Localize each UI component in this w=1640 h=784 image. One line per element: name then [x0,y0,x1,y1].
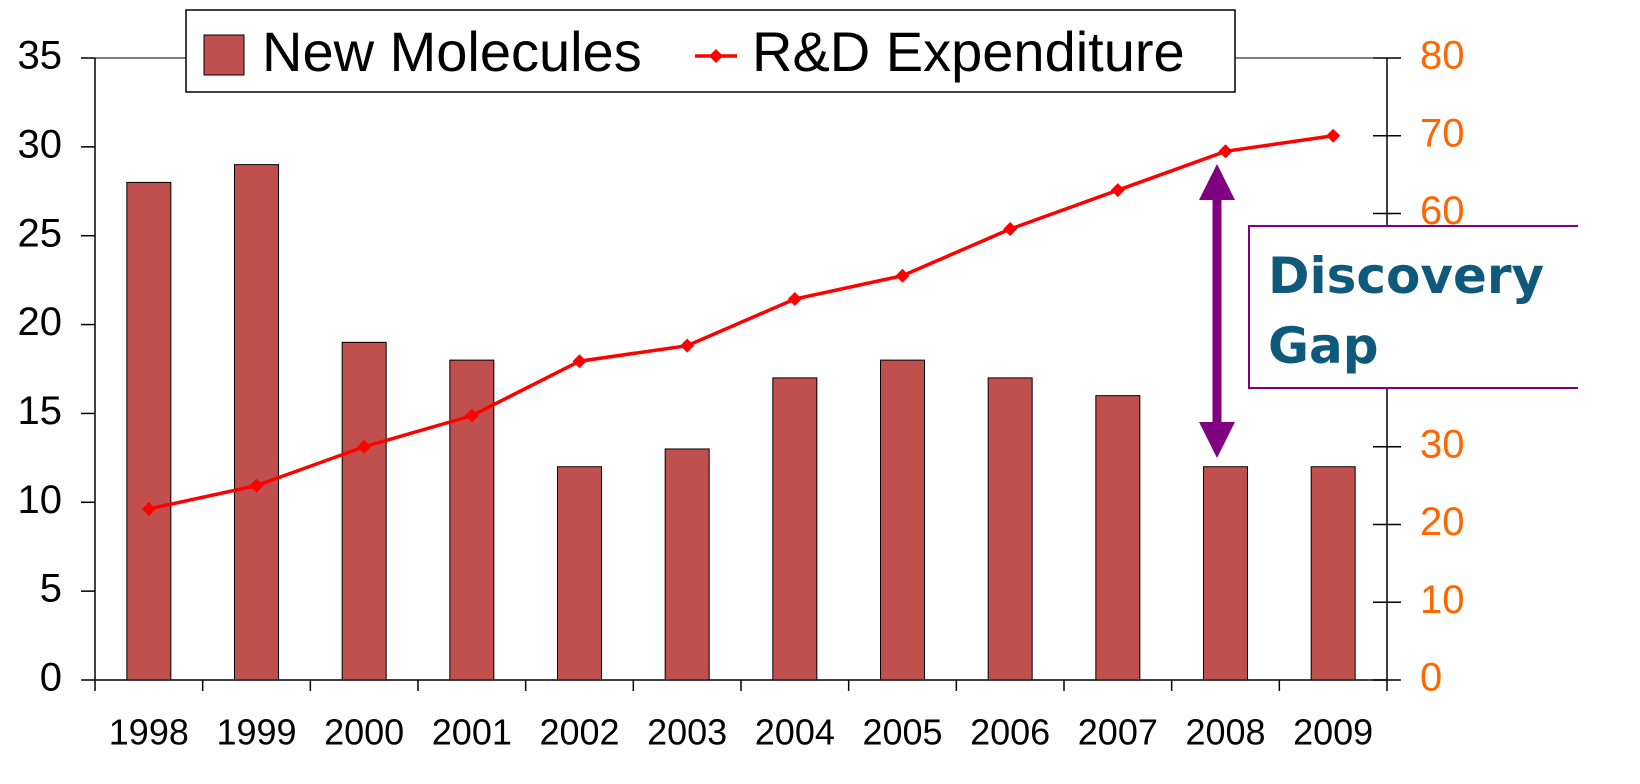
bar [1095,395,1141,681]
legend-swatch [203,34,245,76]
y-tick-label: 0 [40,656,62,700]
bar [664,448,710,681]
x-tick-label: 2009 [1293,712,1373,753]
bar [987,377,1033,681]
legend-label: R&D Expenditure [752,20,1185,83]
y2-tick-label: 10 [1420,578,1465,622]
x-tick-label: 1998 [109,712,189,753]
line-marker [1326,128,1341,143]
y-tick-label: 30 [18,122,63,166]
bar [126,181,172,681]
y-tick-label: 15 [18,389,63,433]
legend-label: New Molecules [262,20,642,83]
x-tick-label: 2008 [1185,712,1265,753]
y-tick-label: 25 [18,211,63,255]
legend-marker [709,49,723,63]
y-tick-label: 35 [18,34,63,78]
bar [341,341,387,681]
line-marker [357,439,372,454]
x-tick-label: 2003 [647,712,727,753]
bar [234,164,279,681]
line-marker [464,408,479,423]
x-tick-label: 1999 [216,712,296,753]
y2-tick-label: 80 [1420,34,1465,78]
line-marker [1218,144,1233,159]
y-tick-label: 20 [18,300,63,344]
y2-tick-label: 70 [1420,111,1465,155]
line-marker [787,292,802,307]
y2-tick-label: 20 [1420,500,1465,544]
legend-box [185,9,1236,93]
y2-tick-label: 0 [1420,656,1442,700]
line-marker [1003,222,1018,237]
y2-tick-label: 30 [1420,422,1465,466]
bar [1203,466,1248,681]
line [148,134,1334,511]
line-marker [249,478,264,493]
y-tick-label: 5 [40,567,62,611]
legend: New Molecules R&D Expenditure [185,9,1236,93]
bar [880,359,925,681]
line-marker [680,338,695,353]
x-tick-label: 2006 [970,712,1050,753]
y-tick-label: 10 [18,478,63,522]
x-tick-label: 2005 [862,712,942,753]
x-tick-label: 2000 [324,712,404,753]
bar [449,359,495,681]
annotation: Discovery Gap [1248,225,1578,389]
line-marker [1110,183,1125,198]
line-marker [572,354,587,369]
x-tick-label: 2004 [755,712,835,753]
x-tick-label: 2002 [539,712,619,753]
line-marker [895,268,910,283]
x-tick-label: 2007 [1078,712,1158,753]
bar [1310,466,1356,681]
bar [557,466,602,681]
x-tick-label: 2001 [432,712,512,753]
bar [772,377,818,681]
line-marker [141,501,156,516]
